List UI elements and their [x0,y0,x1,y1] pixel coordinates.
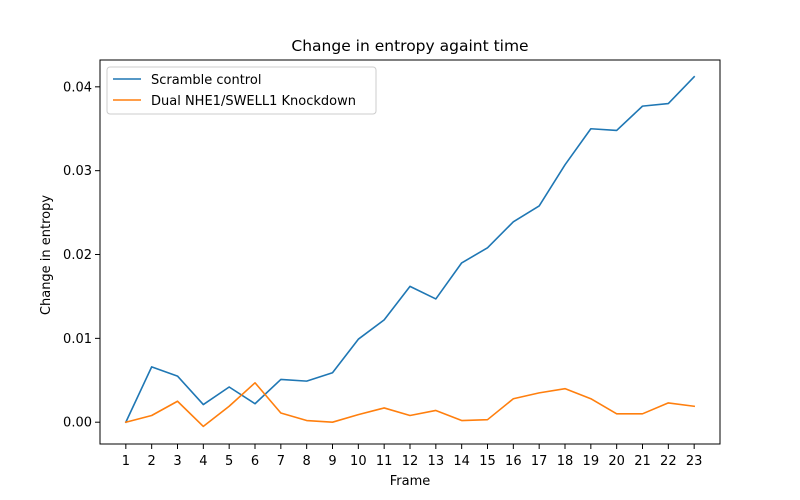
x-tick-label: 4 [199,454,207,469]
series-line-2 [124,381,696,428]
legend-label: Dual NHE1/SWELL1 Knockdown [151,94,356,109]
x-tick-label: 10 [350,454,367,469]
y-tick-label: 0.01 [63,332,92,347]
x-axis-title: Frame [390,474,431,489]
y-axis: 0.00 0.01 0.02 0.03 0.04 [63,80,100,431]
x-tick-label: 23 [686,454,703,469]
legend: Scramble control Dual NHE1/SWELL1 Knockdo… [106,66,377,115]
series-line-1 [124,75,696,424]
y-tick-label: 0.00 [63,416,92,431]
x-tick-label: 7 [277,454,285,469]
y-axis-title: Change in entropy [39,195,54,315]
x-tick-label: 1 [122,454,130,469]
x-tick-label: 13 [428,454,445,469]
x-tick-label: 3 [173,454,181,469]
x-tick-label: 21 [634,454,651,469]
y-tick-label: 0.02 [63,248,92,263]
x-tick-label: 2 [148,454,156,469]
legend-label: Scramble control [151,73,261,88]
chart-title: Change in entropy againt time [291,37,528,55]
legend-box [106,66,377,115]
x-tick-label: 22 [660,454,677,469]
plot-frame [99,59,721,445]
x-tick-label: 18 [557,454,574,469]
x-tick-label: 11 [376,454,393,469]
x-tick-label: 17 [531,454,548,469]
x-tick-label: 14 [453,454,470,469]
x-tick-label: 8 [303,454,311,469]
x-tick-label: 12 [402,454,419,469]
x-axis: 1 2 3 4 5 6 7 8 9 10 11 12 13 14 15 16 17 18 19 20 21 22 23 [122,444,703,469]
plot-area [99,59,721,445]
x-tick-label: 20 [608,454,625,469]
x-tick-label: 9 [328,454,336,469]
series-group [124,75,696,428]
x-tick-label: 15 [479,454,496,469]
y-tick-label: 0.03 [63,164,92,179]
x-tick-label: 5 [225,454,233,469]
x-tick-label: 19 [583,454,600,469]
y-tick-label: 0.04 [63,80,92,95]
x-tick-label: 16 [505,454,522,469]
x-tick-label: 6 [251,454,259,469]
